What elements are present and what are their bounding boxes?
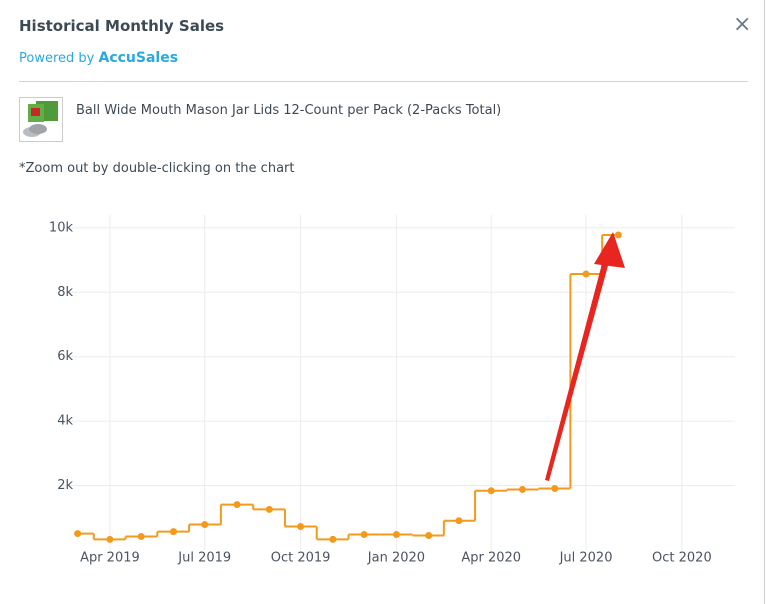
- y-tick-label: 6k: [57, 349, 73, 364]
- product-thumbnail: [19, 97, 63, 142]
- y-tick-label: 10k: [49, 220, 74, 235]
- y-tick-label: 2k: [57, 478, 73, 493]
- y-tick-label: 4k: [57, 414, 73, 429]
- grid: [62, 215, 735, 550]
- data-point: [392, 531, 400, 539]
- brand[interactable]: AccuSales: [98, 50, 179, 66]
- data-point: [425, 532, 433, 540]
- data-point: [329, 535, 337, 543]
- data-point: [106, 535, 114, 543]
- data-point: [137, 532, 145, 540]
- annotation-arrow: [545, 232, 625, 481]
- product-title: Ball Wide Mouth Mason Jar Lids 12-Count …: [76, 103, 502, 118]
- data-point: [169, 528, 177, 536]
- data-point: [265, 505, 273, 513]
- x-tick-label: Jan 2020: [367, 551, 425, 566]
- powered-by: Powered by AccuSales: [19, 50, 178, 66]
- data-point: [487, 487, 495, 495]
- data-point: [518, 485, 526, 493]
- x-tick-label: Apr 2020: [461, 551, 521, 566]
- x-tick-label: Apr 2019: [80, 551, 140, 566]
- powered-text: Powered by: [19, 51, 95, 66]
- divider: [19, 81, 748, 82]
- y-tick-label: 8k: [57, 285, 73, 300]
- x-tick-label: Oct 2019: [271, 551, 331, 566]
- x-tick-label: Oct 2020: [652, 551, 712, 566]
- x-tick-label: Jul 2020: [559, 551, 613, 566]
- data-point: [551, 484, 559, 492]
- data-point: [614, 231, 622, 239]
- data-point: [582, 270, 590, 278]
- data-point: [360, 531, 368, 539]
- chart: 2k 4k 6k 8k 10k Apr 2019 Jul 2019 Oct 2019 Jan 2…: [49, 215, 735, 566]
- data-point: [233, 501, 241, 509]
- close-button[interactable]: ×: [733, 12, 752, 37]
- data-point: [201, 521, 209, 529]
- data-point: [297, 522, 305, 530]
- modal-title: Historical Monthly Sales: [19, 17, 225, 35]
- x-tick-label: Jul 2019: [177, 551, 231, 566]
- series: [74, 231, 622, 543]
- data-point: [74, 530, 82, 538]
- zoom-note: *Zoom out by double-clicking on the char…: [19, 161, 295, 176]
- data-point: [455, 517, 463, 525]
